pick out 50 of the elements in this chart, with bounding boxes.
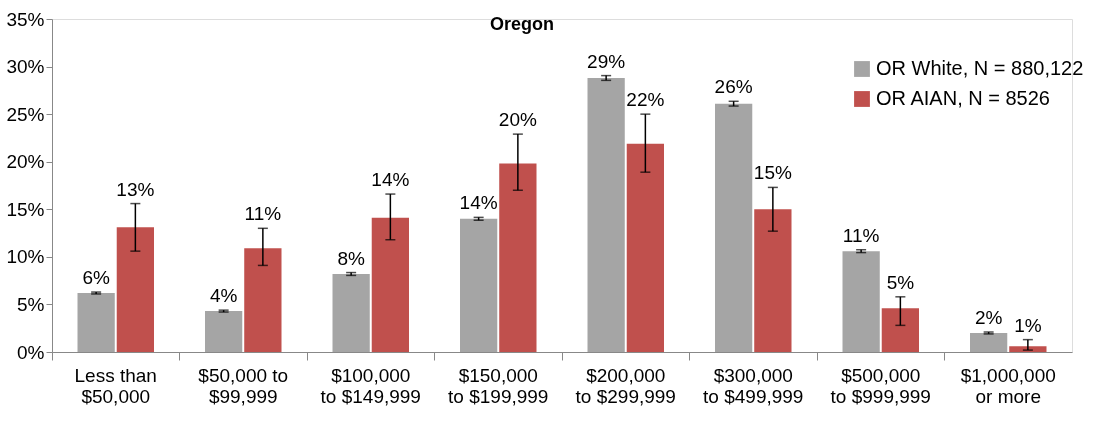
bar: [371, 217, 409, 352]
data-label: 2%: [974, 307, 1003, 329]
x-tick-label: $200,000 to $299,999: [575, 364, 676, 407]
x-tick-label: $150,000 to $199,999: [448, 364, 549, 407]
chart-title: Oregon: [489, 14, 555, 34]
bar: [715, 103, 753, 352]
bar: [499, 163, 537, 352]
bar: [842, 251, 880, 352]
bar: [244, 248, 282, 352]
data-label: 11%: [842, 224, 880, 246]
legend-label: OR White, N = 880,122: [876, 57, 1084, 79]
x-tick-label: Less than $50,000: [74, 364, 157, 407]
x-tick-label: $100,000 to $149,999: [320, 364, 421, 407]
bar: [754, 209, 792, 352]
data-label: 14%: [371, 169, 410, 191]
bar: [460, 218, 498, 352]
data-label: 8%: [337, 247, 365, 269]
data-label: 11%: [244, 203, 282, 225]
data-label: 22%: [626, 89, 665, 111]
bar: [332, 273, 370, 352]
data-label: 4%: [209, 285, 238, 307]
y-tick-label: 5%: [17, 293, 45, 315]
bar: [970, 332, 1008, 352]
data-label: 26%: [714, 76, 753, 98]
bar: [116, 227, 154, 352]
data-label: 14%: [459, 192, 498, 214]
y-tick-label: 30%: [6, 56, 45, 78]
data-label: 15%: [753, 162, 792, 184]
bar: [881, 308, 919, 352]
data-label: 13%: [116, 178, 155, 200]
bar: [77, 293, 115, 352]
data-label: 5%: [886, 271, 915, 293]
legend-label: OR AIAN, N = 8526: [876, 87, 1050, 109]
data-label: 6%: [82, 267, 110, 289]
x-tick-label: $1,000,000 or more: [960, 364, 1056, 407]
y-tick-label: 10%: [6, 246, 45, 268]
x-tick-label: $300,000 to $499,999: [703, 364, 804, 407]
y-tick-label: 25%: [6, 103, 45, 125]
y-tick-label: 15%: [6, 198, 45, 220]
data-label: 29%: [587, 50, 626, 72]
data-label: 1%: [1014, 314, 1042, 336]
data-label: 20%: [498, 109, 537, 131]
y-tick-label: 20%: [6, 151, 45, 173]
y-tick-label: 0%: [17, 341, 45, 363]
bar: [587, 77, 625, 352]
bar: [626, 143, 664, 352]
bar: [205, 311, 243, 352]
y-tick-label: 35%: [6, 8, 45, 30]
x-tick-label: $500,000 to $999,999: [830, 364, 931, 407]
x-tick-label: $50,000 to $99,999: [198, 364, 289, 407]
